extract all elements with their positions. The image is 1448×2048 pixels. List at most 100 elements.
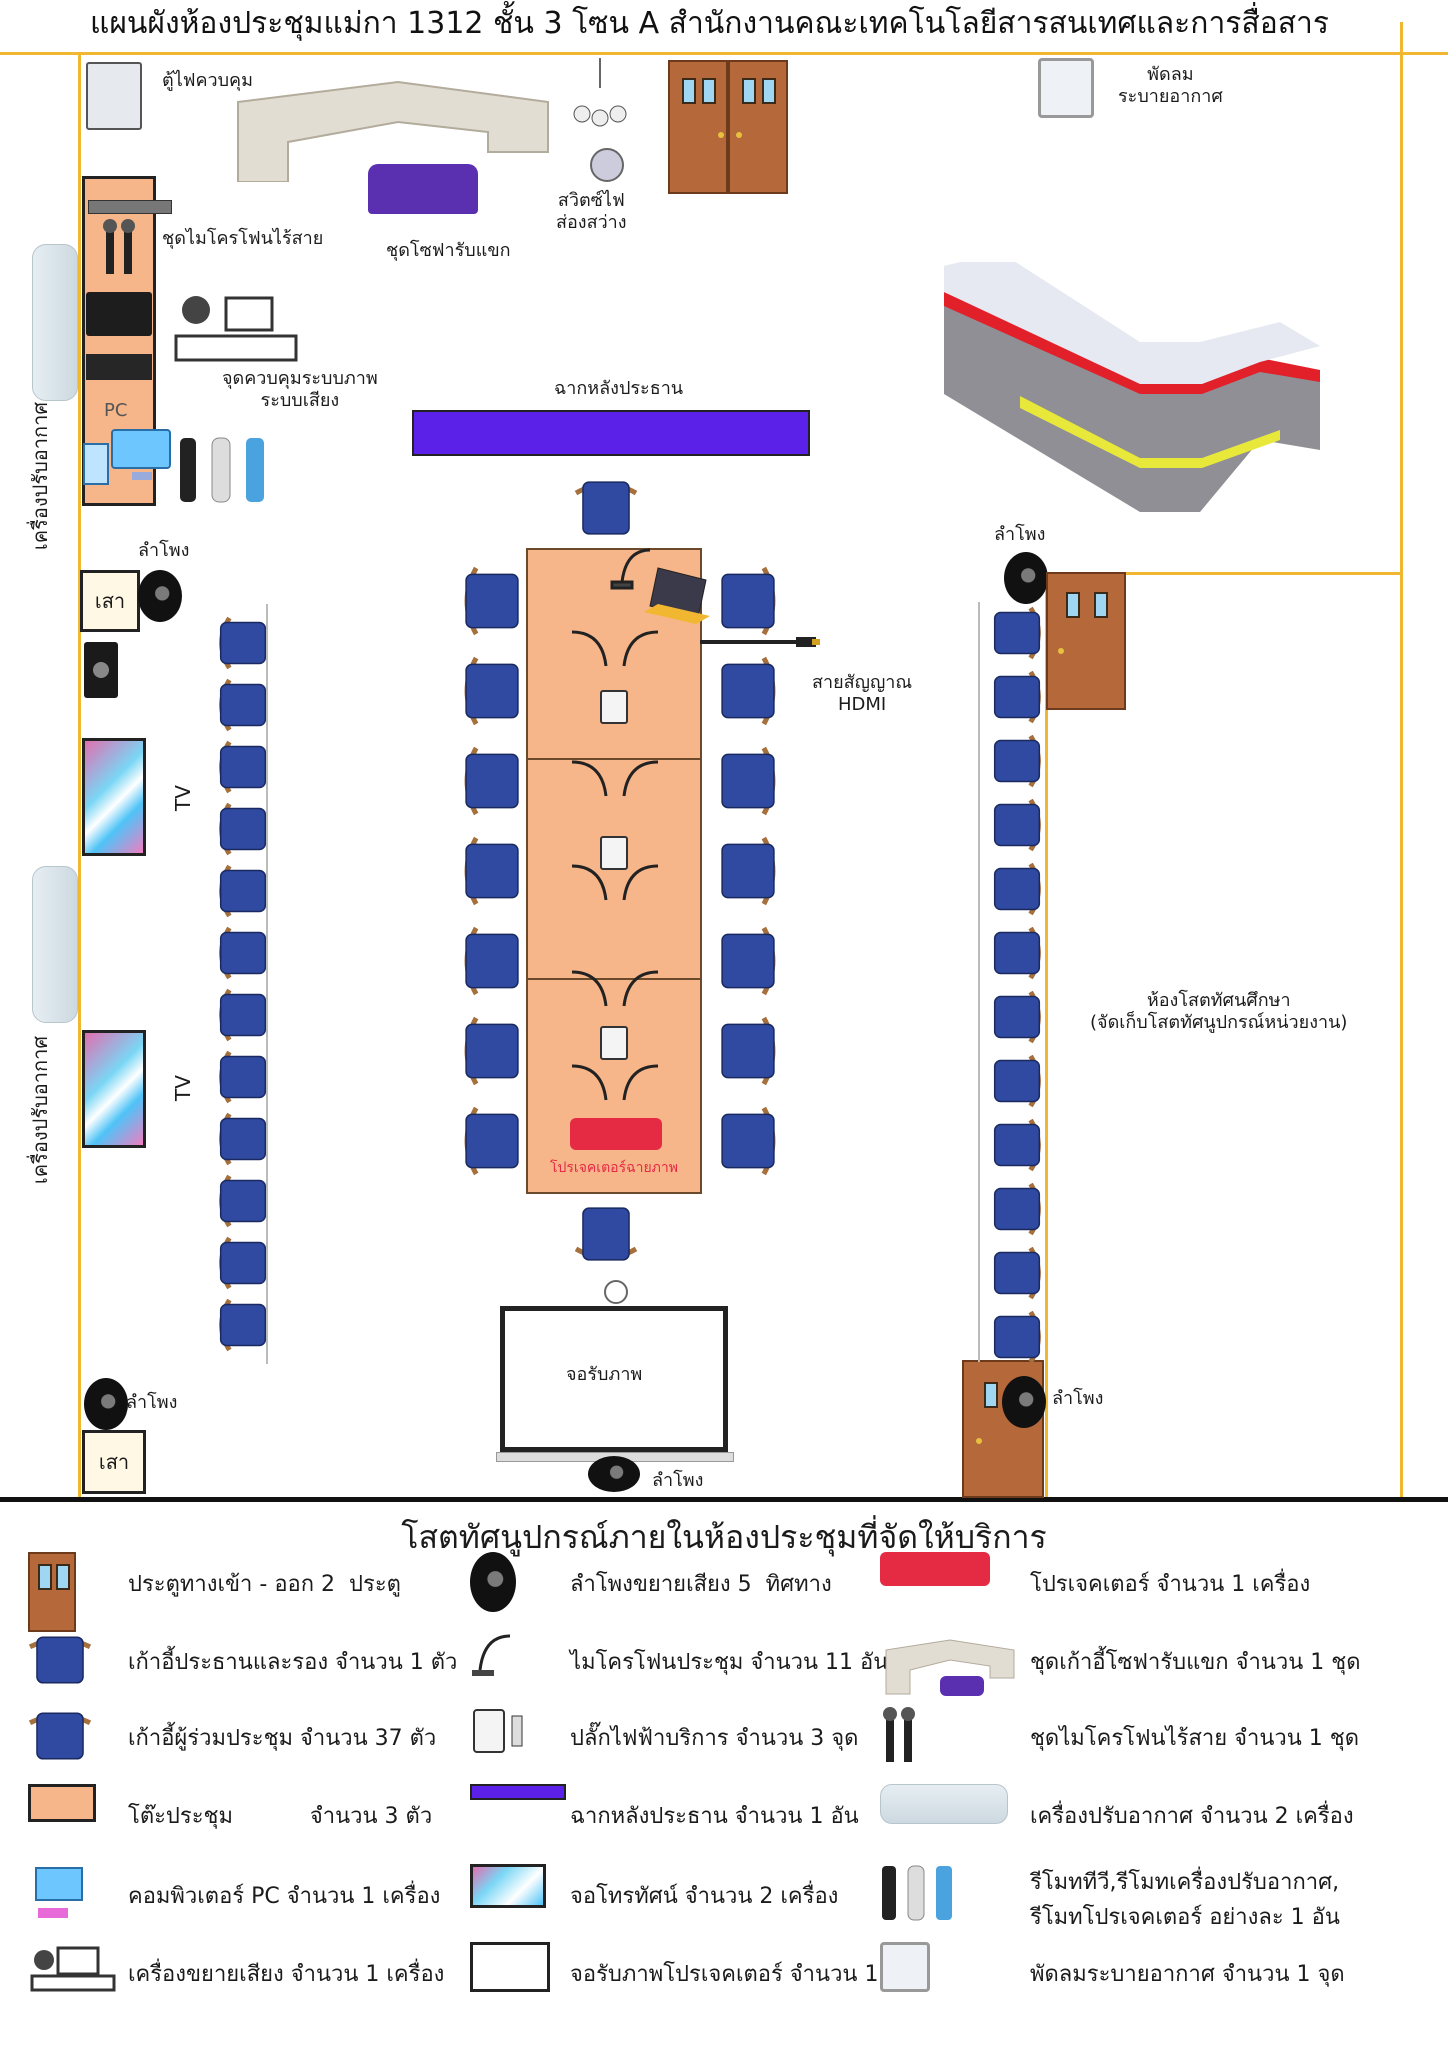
speaker-bottom-icon [588, 1456, 640, 1492]
chair-chairman-icon [28, 1630, 92, 1694]
floor-bottom-line [0, 1497, 1448, 1502]
speaker-br-icon [1002, 1376, 1046, 1428]
attendee-chair [212, 988, 274, 1046]
attendee-chair [456, 836, 528, 910]
sofa-set-label: ชุดโซฟารับแขก [386, 240, 511, 261]
legend-item-label: ไมโครโฟนประชุม จำนวน 11 อัน [570, 1650, 889, 1675]
power-outlet-icon [470, 1706, 530, 1760]
screen-mount-icon [604, 1280, 628, 1304]
attendee-chair [986, 1246, 1048, 1304]
attendee-chair [712, 746, 784, 820]
attendee-chair [212, 616, 274, 674]
speaker-tl-label: ลำโพง [138, 540, 190, 561]
projector-icon [880, 1552, 990, 1586]
legend-item-label: เก้าอี้ผู้ร่วมประชุม จำนวน 37 ตัว [128, 1726, 437, 1751]
door-right [1046, 572, 1126, 710]
power-outlet-3-icon [600, 1026, 628, 1060]
legend-title: โสตทัศนูปกรณ์ภายในห้องประชุมที่จัดให้บริ… [401, 1518, 1047, 1556]
speaker-bl-icon [84, 1378, 128, 1430]
attendee-chair [212, 926, 274, 984]
backdrop-label: ฉากหลังประธาน [554, 378, 684, 399]
attendee-chair [456, 1016, 528, 1090]
pc-icon [28, 1864, 88, 1928]
chair-row-rail [978, 602, 980, 1362]
attendee-chair [986, 1118, 1048, 1176]
legend-item-label: ประตูทางเข้า - ออก 2 ประตู [128, 1572, 401, 1597]
chair-row-rail [266, 604, 268, 1364]
legend-item-label: รีโมททีวี,รีโมทเครื่องปรับอากาศ, รีโมทโป… [1030, 1870, 1340, 1930]
conference-mic-icon [571, 864, 608, 901]
conference-table-3 [526, 978, 702, 1194]
attendee-chair [986, 734, 1048, 792]
backdrop-icon [470, 1784, 566, 1800]
attendee-chair [212, 678, 274, 736]
legend-item-label: ชุดไมโครโฟนไร้สาย จำนวน 1 ชุด [1030, 1726, 1359, 1751]
conference-mic-icon [470, 1630, 520, 1684]
vice-chairman-chair [574, 1200, 638, 1272]
wall-left [78, 52, 81, 1497]
speaker-bottom-label: ลำโพง [652, 1470, 704, 1491]
air-conditioner-2-icon [32, 866, 78, 1023]
amplifier-icon [86, 354, 152, 380]
wireless-mic-icon [100, 218, 140, 278]
pc-icon [82, 428, 174, 488]
attendee-chair [712, 656, 784, 730]
pc-label: PC [104, 400, 128, 421]
attendee-chair [212, 802, 274, 860]
electric-cabinet-label: ตู้ไฟควบคุม [162, 70, 253, 91]
projector-label: โปรเจคเตอร์ฉายภาพ [550, 1160, 679, 1176]
speaker-tr-label: ลำโพง [994, 524, 1046, 545]
fan-icon [1038, 58, 1094, 118]
air-conditioner-icon [880, 1784, 1008, 1824]
tv-icon [470, 1864, 546, 1908]
legend-item-label: เครื่องขยายเสียง จำนวน 1 เครื่อง [128, 1962, 445, 1987]
attendee-chair [986, 1054, 1048, 1112]
sofa-table-icon [368, 164, 478, 214]
tv-1-label: TV [170, 785, 195, 811]
attendee-chair [712, 1016, 784, 1090]
attendee-chair [212, 864, 274, 922]
conference-mic-group [571, 548, 659, 1101]
attendee-chair [212, 1050, 274, 1108]
light-switch-icon [590, 148, 624, 182]
legend-item-label: พัดลมระบายอากาศ จำนวน 1 จุด [1030, 1962, 1345, 1987]
attendee-chair [986, 1182, 1048, 1240]
hdmi-cable [700, 632, 820, 647]
remote-controls-icon [178, 436, 278, 506]
conference-mic-icon [571, 760, 608, 797]
legend-item-label: เก้าอี้ประธานและรอง จำนวน 1 ตัว [128, 1650, 458, 1675]
floor-speaker-icon [84, 642, 118, 698]
page-title: แผนผังห้องประชุมแม่กา 1312 ชั้น 3 โซน A … [90, 6, 1329, 41]
legend-item-label: ชุดเก้าอี้โซฟารับแขก จำนวน 1 ชุด [1030, 1650, 1361, 1675]
speaker-icon [470, 1552, 516, 1612]
attendee-chair [712, 566, 784, 640]
remote-icon [880, 1864, 960, 1928]
sofa-icon [228, 62, 558, 183]
attendee-chair [986, 926, 1048, 984]
legend-item-label: คอมพิวเตอร์ PC จำนวน 1 เครื่อง [128, 1884, 441, 1909]
door-icon [28, 1552, 76, 1632]
fan-label: พัดลม ระบายอากาศ [1118, 64, 1223, 107]
reception-counter [940, 252, 1320, 512]
chairman-backdrop [412, 410, 810, 456]
attendee-chair [212, 1236, 274, 1294]
door-bottom-right [962, 1360, 1044, 1498]
laptop-icon [640, 566, 712, 632]
attendee-chair [986, 670, 1048, 728]
air-conditioner-1-label: เครื่องปรับอากาศ [28, 401, 53, 551]
conference-mic-icon [571, 630, 608, 667]
attendee-chair [456, 926, 528, 1000]
attendee-chair [456, 746, 528, 820]
chair-attendee-icon [28, 1706, 92, 1770]
attendee-chair [712, 836, 784, 910]
electric-cabinet-icon [86, 62, 142, 130]
network-switch-icon [88, 200, 172, 214]
screen-label: จอรับภาพ [566, 1364, 643, 1385]
amplifier-icon [28, 1942, 118, 1996]
tv-2-label: TV [170, 1075, 195, 1101]
audio-mixer-icon [86, 292, 152, 336]
chandelier-icon [570, 58, 630, 128]
control-point-label: จุดควบคุมระบบภาพ ระบบเสียง [222, 368, 378, 411]
wireless-mic-icon [880, 1706, 920, 1770]
wireless-mic-set-label: ชุดไมโครโฟนไร้สาย [162, 228, 324, 249]
